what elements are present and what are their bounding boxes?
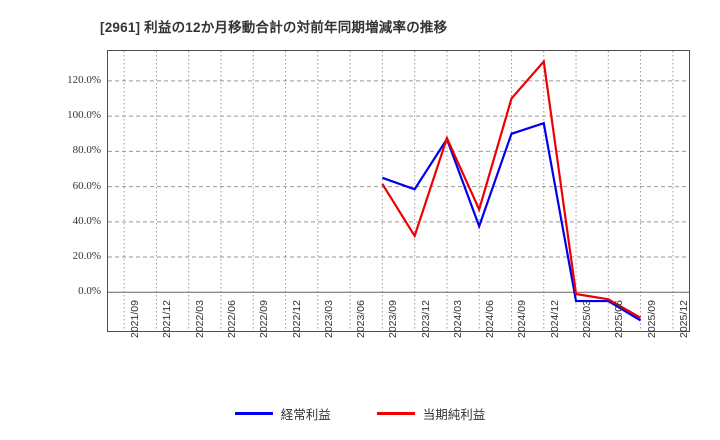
x-axis-tick-label: 2024/12: [548, 300, 561, 338]
x-axis-tick-label: 2022/09: [258, 300, 271, 338]
x-axis-tick-label: 2021/09: [129, 300, 142, 338]
y-axis-tick-label: 100.0%: [67, 109, 101, 122]
series-line-1: [381, 121, 642, 322]
x-axis-tick-label: 2023/12: [419, 300, 432, 338]
legend-color-swatch: [234, 412, 273, 415]
grid-lines: [108, 51, 689, 331]
data-series-lines: [381, 59, 642, 322]
legend-item[interactable]: 経常利益: [234, 404, 331, 423]
chart-plot-svg: [108, 51, 689, 331]
x-axis-tick-label: 2022/12: [290, 300, 303, 338]
x-axis-tick-label: 2025/12: [677, 300, 690, 338]
plot-area: [107, 50, 690, 332]
series-line-2: [381, 59, 642, 319]
legend-color-swatch: [376, 412, 415, 415]
x-axis-tick-label: 2025/09: [645, 300, 658, 338]
x-axis-tick-label: 2023/06: [355, 300, 368, 338]
x-axis-tick-label: 2024/06: [484, 300, 497, 338]
y-axis-tick-label: 60.0%: [72, 179, 101, 192]
y-axis-tick-label: 40.0%: [72, 214, 101, 227]
y-axis-tick-label: 20.0%: [72, 250, 101, 263]
chart-legend: 経常利益 当期純利益: [0, 404, 720, 423]
x-axis-tick-label: 2021/12: [161, 300, 174, 338]
x-axis-tick-label: 2023/03: [322, 300, 335, 338]
x-axis-tick-label: 2024/03: [451, 300, 464, 338]
x-axis-tick-label: 2024/09: [516, 300, 529, 338]
legend-label: 経常利益: [280, 408, 331, 422]
x-axis-tick-label: 2025/06: [613, 300, 626, 338]
chart-title: [2961] 利益の12か月移動合計の対前年同期増減率の推移: [100, 20, 448, 35]
x-axis-tick-label: 2022/03: [193, 300, 206, 338]
x-axis-tick-label: 2023/09: [387, 300, 400, 338]
y-axis-tick-label: 80.0%: [72, 144, 101, 157]
y-axis-tick-label: 120.0%: [67, 73, 101, 86]
legend-label: 当期純利益: [422, 408, 486, 422]
y-axis-tick-label: 0.0%: [78, 285, 101, 298]
x-axis-tick-label: 2025/03: [581, 300, 594, 338]
legend-item[interactable]: 当期純利益: [376, 404, 486, 423]
x-axis-tick-label: 2022/06: [225, 300, 238, 338]
